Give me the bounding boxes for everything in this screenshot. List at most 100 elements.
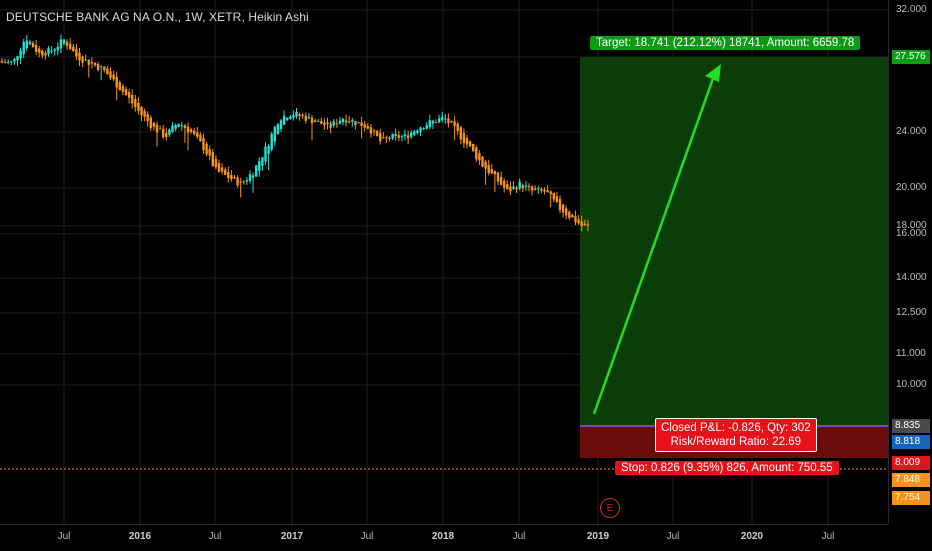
candle-down — [484, 161, 487, 169]
price-tag: 8.835 — [892, 419, 930, 433]
candle-down — [447, 118, 450, 124]
candle-up — [10, 61, 13, 63]
candle-up — [19, 50, 22, 59]
time-axis[interactable] — [0, 524, 888, 551]
candle-up — [332, 121, 335, 126]
candle-down — [34, 45, 38, 53]
candle-down — [555, 196, 559, 203]
candle-down — [515, 187, 518, 190]
candle-down — [549, 191, 552, 195]
candle-down — [165, 133, 168, 137]
candle-up — [62, 39, 66, 44]
candle-down — [103, 66, 106, 71]
time-axis-label: 2016 — [128, 531, 152, 542]
candle-up — [351, 120, 354, 122]
candle-down — [558, 199, 562, 210]
candle-down — [320, 121, 323, 125]
candle-up — [416, 130, 419, 133]
candle-down — [106, 68, 109, 75]
candle-up — [338, 120, 342, 124]
candle-down — [233, 177, 236, 179]
target-label[interactable]: Target: 18.741 (212.12%) 18741, Amount: … — [590, 36, 861, 50]
candle-down — [227, 172, 230, 179]
candle-down — [344, 120, 348, 123]
candle-up — [524, 185, 528, 187]
candle-down — [456, 123, 459, 131]
candle-up — [425, 125, 428, 129]
candle-down — [152, 122, 156, 127]
price-axis-label: 32.000 — [896, 4, 927, 15]
candle-down — [189, 129, 193, 132]
candle-down — [155, 124, 159, 133]
candle-down — [196, 132, 199, 137]
candle-down — [87, 59, 90, 65]
price-axis-label: 14.000 — [896, 272, 927, 283]
candle-down — [335, 123, 338, 125]
candle-down — [183, 125, 187, 128]
candle-down — [372, 130, 376, 132]
candle-down — [540, 188, 543, 191]
candle-down — [586, 224, 590, 226]
candle-down — [96, 64, 100, 71]
candle-up — [422, 128, 425, 130]
time-axis-label: 2018 — [431, 531, 455, 542]
candle-up — [410, 132, 413, 137]
candle-down — [72, 46, 75, 52]
price-tag: 7.754 — [892, 491, 930, 505]
candle-down — [310, 117, 314, 124]
candle-up — [431, 120, 435, 124]
candle-down — [406, 135, 410, 139]
candle-down — [379, 133, 382, 142]
candle-down — [434, 122, 438, 124]
candle-down — [369, 127, 373, 134]
candle-down — [546, 190, 549, 193]
price-tag: 27.576 — [892, 50, 930, 64]
candle-down — [193, 130, 196, 135]
candle-up — [295, 111, 298, 117]
candle-up — [261, 157, 264, 166]
candles — [0, 34, 590, 232]
price-axis-label: 11.000 — [896, 348, 926, 359]
candle-up — [279, 120, 283, 130]
candle-down — [565, 208, 568, 216]
candle-down — [220, 167, 224, 172]
candle-up — [171, 125, 174, 133]
candle-up — [270, 133, 273, 150]
candle-down — [329, 123, 332, 128]
candle-up — [394, 134, 397, 137]
candle-down — [583, 223, 586, 226]
candle-down — [131, 94, 134, 104]
candle-down — [143, 110, 146, 117]
time-axis-label: Jul — [821, 531, 835, 542]
candle-up — [22, 42, 25, 55]
earnings-marker[interactable]: E — [600, 498, 620, 518]
candle-down — [481, 156, 484, 167]
candle-up — [273, 126, 276, 142]
candle-up — [100, 66, 103, 68]
candle-down — [577, 219, 580, 224]
candle-down — [75, 48, 78, 57]
candle-down — [140, 106, 143, 116]
candle-up — [168, 129, 171, 135]
stop-label[interactable]: Stop: 0.826 (9.35%) 826, Amount: 750.55 — [615, 461, 839, 475]
candle-down — [385, 137, 388, 139]
pnl-label[interactable]: Closed P&L: -0.826, Qty: 302 Risk/Reward… — [655, 418, 817, 452]
candle-up — [264, 146, 267, 162]
candle-up — [180, 125, 183, 127]
candle-down — [134, 99, 137, 107]
target-arrow-shaft — [592, 69, 718, 415]
candle-down — [93, 62, 97, 66]
candle-down — [158, 128, 162, 130]
candle-down — [490, 169, 493, 174]
candle-down — [521, 185, 524, 189]
candle-up — [518, 181, 521, 189]
candle-up — [391, 133, 394, 139]
candle-up — [248, 174, 252, 181]
chart-title: DEUTSCHE BANK AG NA O.N., 1W, XETR, Heik… — [6, 10, 309, 24]
candle-down — [0, 61, 4, 63]
candle-down — [78, 52, 81, 61]
candle-down — [397, 135, 400, 138]
candle-down — [146, 113, 149, 122]
candle-down — [38, 48, 41, 53]
